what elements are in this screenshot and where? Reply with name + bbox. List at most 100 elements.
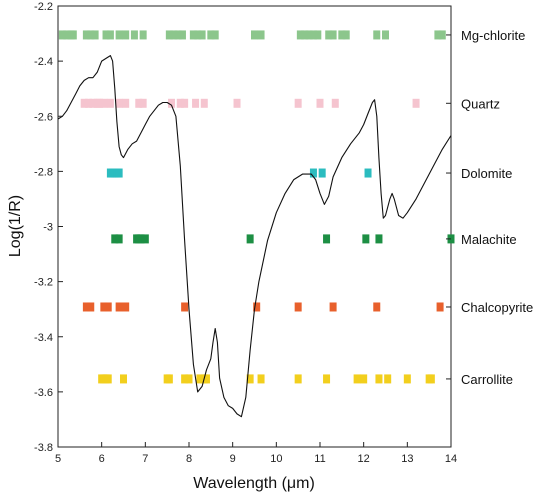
- marker-point: [85, 98, 93, 108]
- plot-frame: [57, 5, 452, 448]
- marker-point: [294, 374, 302, 384]
- marker-point: [382, 30, 389, 40]
- marker-point: [194, 30, 202, 40]
- x-tick-label: 13: [401, 453, 413, 465]
- marker-point: [87, 30, 95, 40]
- marker-point: [412, 98, 420, 108]
- marker-point: [69, 30, 77, 40]
- y-tick-label: -2.6: [34, 111, 53, 123]
- marker-point: [106, 98, 114, 108]
- y-tick-label: -3.4: [34, 332, 53, 344]
- mineral-labels: Mg-chlorite Quartz Dolomite Malachite Chalco…: [461, 28, 533, 387]
- x-tick-label: 5: [55, 453, 61, 465]
- right-axis-ticks: [446, 34, 451, 380]
- x-tick-label: 10: [270, 453, 282, 465]
- marker-point: [181, 374, 189, 384]
- marker-point: [104, 374, 112, 384]
- marker-point: [353, 374, 361, 384]
- marker-point: [202, 374, 210, 384]
- marker-point: [87, 302, 95, 312]
- marker-point: [111, 234, 119, 244]
- marker-point: [198, 30, 206, 40]
- marker-point: [120, 374, 127, 384]
- marker-point: [434, 30, 442, 40]
- marker-point: [342, 30, 350, 40]
- marker-point: [106, 30, 114, 40]
- marker-point: [294, 302, 302, 312]
- y-axis-title: Log(1/R): [7, 195, 24, 257]
- marker-point: [122, 302, 130, 312]
- marker-point: [253, 302, 261, 312]
- marker-point: [189, 30, 197, 40]
- y-tick-label: -2.8: [34, 166, 53, 178]
- marker-point: [122, 30, 130, 40]
- x-tick-label: 14: [445, 453, 457, 465]
- mineral-label: Malachite: [461, 232, 517, 247]
- marker-point: [384, 374, 392, 384]
- marker-point: [309, 168, 317, 178]
- marker-point: [323, 374, 331, 384]
- marker-point: [139, 98, 147, 108]
- marker-point: [115, 168, 123, 178]
- marker-point: [165, 30, 173, 40]
- marker-point: [196, 374, 204, 384]
- marker-point: [246, 374, 254, 384]
- marker-point: [301, 30, 309, 40]
- marker-point: [58, 30, 66, 40]
- marker-point: [329, 30, 337, 40]
- marker-point: [80, 98, 88, 108]
- marker-point: [360, 374, 368, 384]
- marker-point: [115, 234, 123, 244]
- marker-point: [318, 168, 326, 178]
- x-axis-title: Wavelength (μm): [193, 475, 315, 492]
- x-tick-label: 7: [142, 453, 148, 465]
- marker-point: [331, 98, 339, 108]
- y-tick-label: -2.4: [34, 56, 53, 68]
- marker-point: [141, 234, 149, 244]
- mineral-label: Dolomite: [461, 166, 512, 181]
- marker-point: [82, 30, 90, 40]
- marker-point: [436, 302, 444, 312]
- marker-point: [95, 98, 103, 108]
- marker-point: [181, 302, 189, 312]
- marker-point: [211, 30, 219, 40]
- y-axis-ticks: -2.2 -2.4 -2.6 -2.8 -3 -3.2 -3.4 -3.6 -3.8: [34, 1, 63, 454]
- marker-point: [323, 234, 331, 244]
- marker-point: [375, 234, 383, 244]
- marker-point: [192, 98, 200, 108]
- marker-point: [427, 374, 435, 384]
- marker-point: [438, 30, 446, 40]
- marker-point: [82, 302, 90, 312]
- marker-point: [403, 374, 411, 384]
- marker-point: [316, 98, 324, 108]
- y-tick-label: -2.2: [34, 1, 53, 13]
- marker-point: [115, 302, 123, 312]
- marker-point: [181, 98, 189, 108]
- marker-point: [364, 168, 372, 178]
- marker-point: [178, 30, 186, 40]
- spectrum-line: [57, 55, 452, 418]
- marker-point: [137, 234, 145, 244]
- y-tick-label: -3: [43, 222, 53, 234]
- marker-point: [373, 302, 381, 312]
- marker-point: [251, 30, 258, 40]
- marker-point: [102, 30, 110, 40]
- x-tick-label: 11: [314, 453, 325, 465]
- marker-point: [139, 30, 147, 40]
- marker-point: [104, 302, 112, 312]
- marker-point: [130, 30, 138, 40]
- mineral-markers: [58, 30, 455, 384]
- marker-point: [176, 98, 184, 108]
- x-tick-label: 8: [186, 453, 192, 465]
- marker-point: [257, 374, 265, 384]
- y-tick-label: -3.2: [34, 277, 53, 289]
- marker-point: [246, 234, 254, 244]
- marker-point: [115, 98, 123, 108]
- marker-point: [309, 30, 317, 40]
- marker-point: [185, 374, 193, 384]
- marker-point: [174, 30, 182, 40]
- marker-point: [91, 30, 99, 40]
- x-axis-ticks: 5 6 7 8 9 10 11 12 13 14: [55, 442, 457, 465]
- y-tick-label: -3.8: [34, 442, 53, 454]
- marker-point: [89, 98, 97, 108]
